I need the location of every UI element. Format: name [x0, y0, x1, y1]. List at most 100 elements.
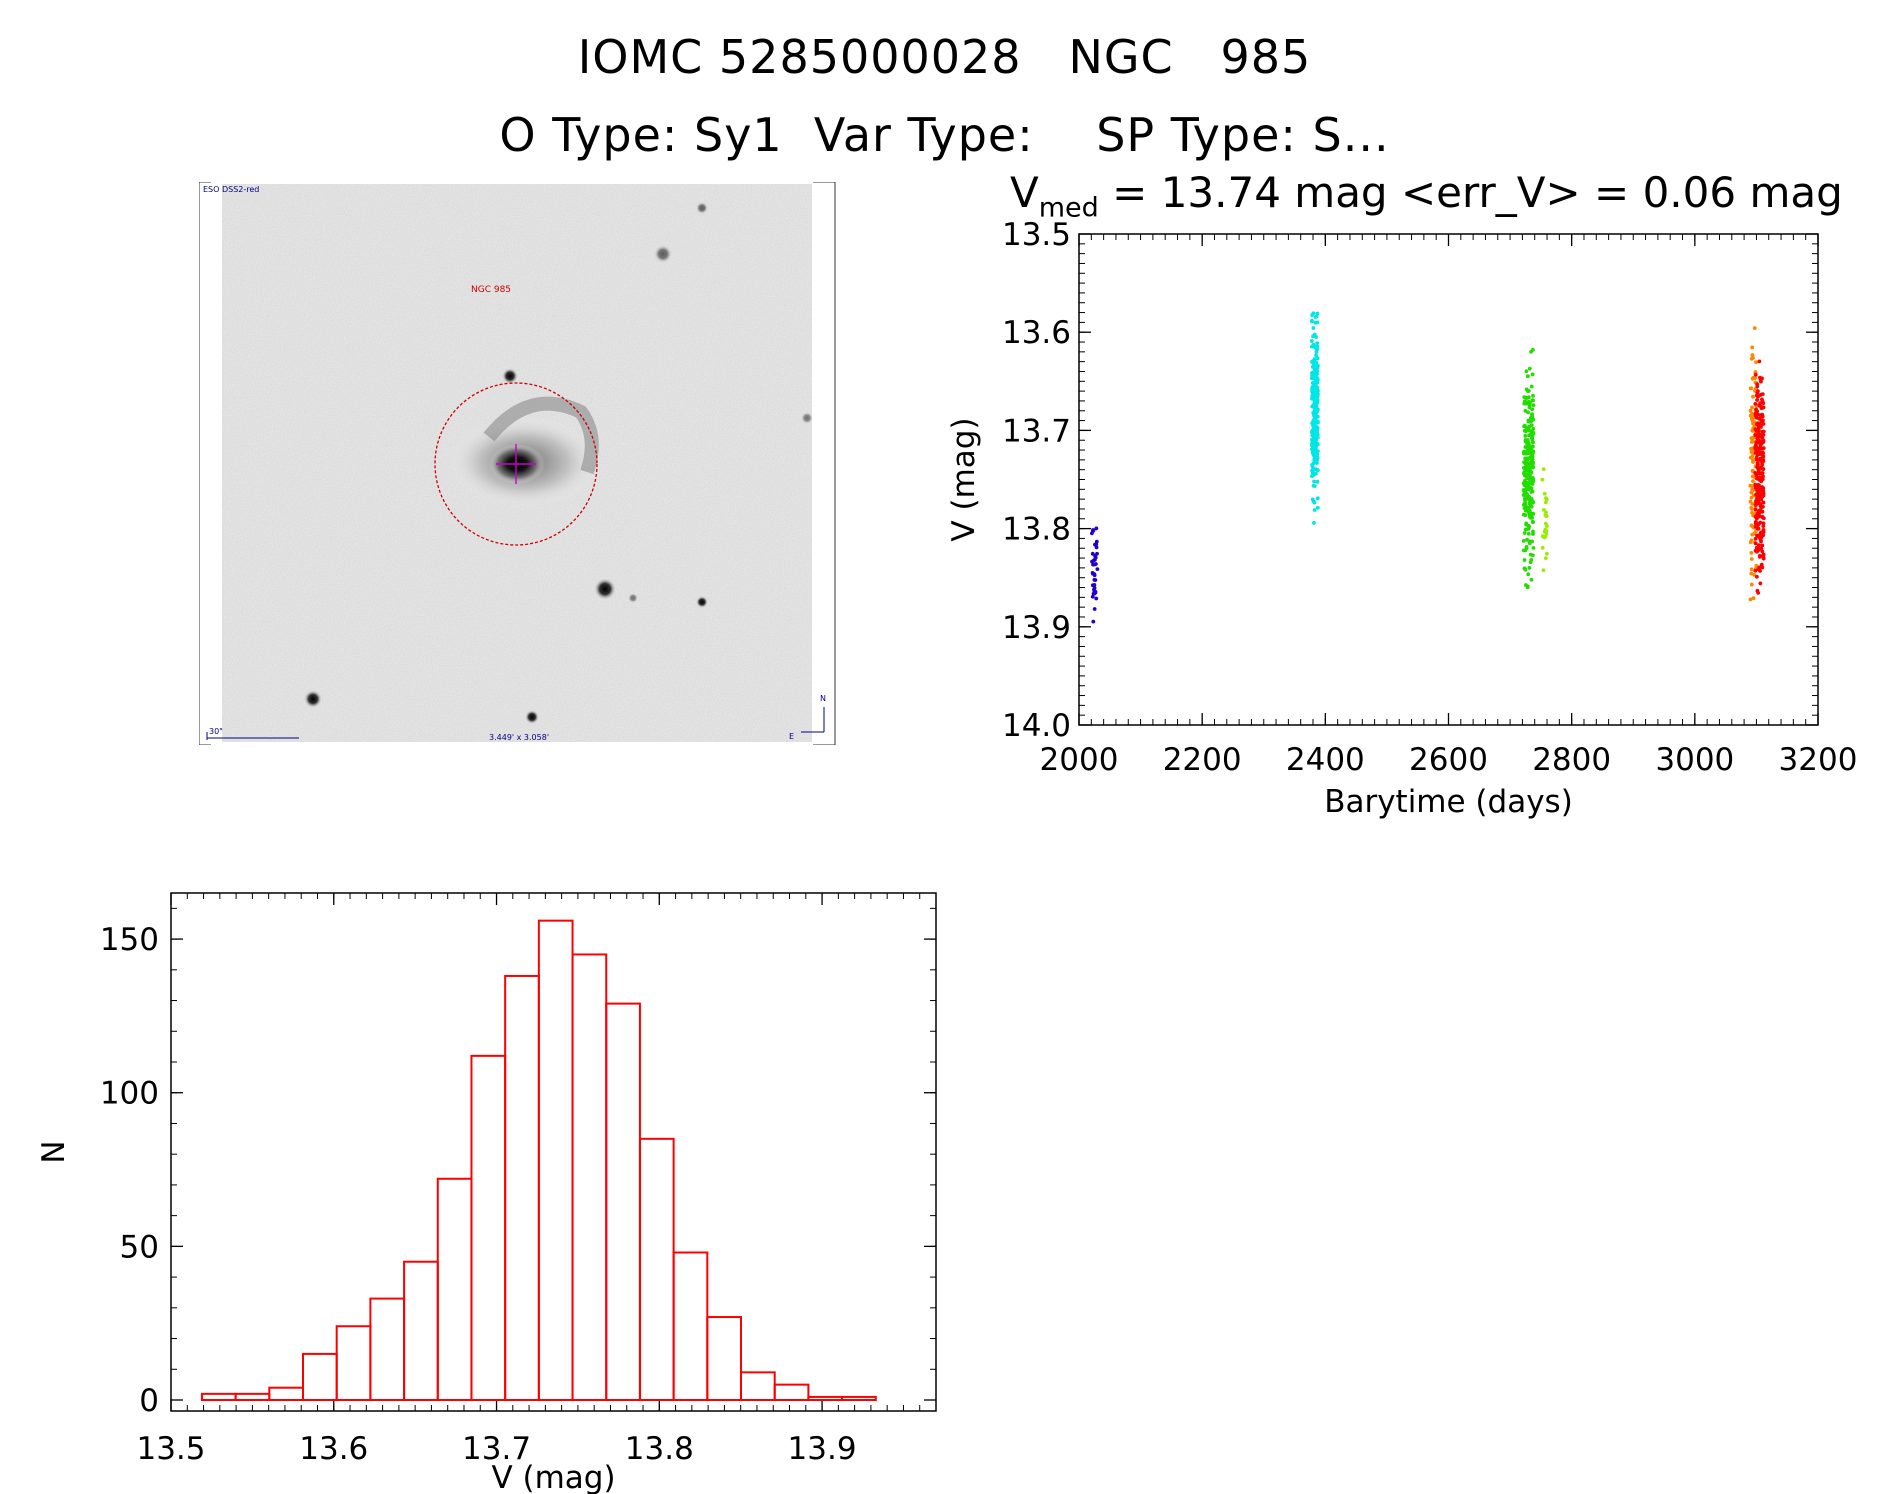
x-tick-label: 3200 — [1779, 742, 1858, 778]
data-point — [1311, 386, 1315, 390]
data-point — [1531, 449, 1536, 454]
data-point — [1544, 532, 1549, 536]
data-point — [1757, 483, 1761, 488]
histogram-bar — [470, 1054, 507, 1401]
data-point — [1761, 528, 1766, 532]
data-point — [1750, 353, 1755, 357]
data-point — [1095, 567, 1100, 572]
x-tick-label: 2600 — [1409, 742, 1488, 778]
data-point — [1543, 556, 1548, 561]
data-point — [1760, 477, 1765, 482]
data-point — [1755, 465, 1760, 470]
data-point — [1524, 369, 1529, 374]
data-point — [1521, 493, 1526, 497]
data-point — [1525, 481, 1529, 485]
data-point — [1091, 619, 1096, 624]
data-point — [1526, 389, 1530, 394]
data-point — [1761, 524, 1766, 529]
data-point — [1523, 445, 1528, 449]
data-point — [1522, 471, 1527, 476]
data-point — [1750, 468, 1755, 473]
data-point — [1531, 520, 1535, 525]
data-point — [1312, 484, 1317, 489]
data-point — [1531, 460, 1535, 465]
data-point — [1540, 477, 1545, 482]
histogram-bar — [672, 1251, 709, 1401]
data-point — [1754, 574, 1759, 579]
data-point — [1312, 449, 1317, 454]
data-point — [1531, 511, 1536, 516]
data-point — [1314, 388, 1318, 392]
data-point — [1749, 495, 1754, 500]
data-point — [1754, 360, 1758, 365]
data-point — [1530, 407, 1535, 412]
data-point — [1761, 500, 1766, 505]
data-point — [1751, 458, 1755, 462]
data-point — [1315, 505, 1320, 510]
data-point — [1311, 499, 1316, 504]
x-tick-label: 13.7 — [462, 1431, 531, 1467]
data-point — [1749, 582, 1754, 587]
data-point — [1526, 418, 1531, 423]
data-point — [1531, 440, 1535, 445]
y-tick-label: 13.8 — [1002, 512, 1071, 548]
data-point — [1312, 445, 1317, 450]
data-point — [1760, 412, 1765, 417]
data-point — [1526, 572, 1531, 577]
data-point — [1754, 415, 1759, 420]
data-point — [1758, 581, 1763, 586]
data-point — [1525, 585, 1530, 590]
data-point — [1523, 408, 1528, 413]
x-tick-label: 2200 — [1163, 742, 1242, 778]
survey-label: ESO DSS2-red — [203, 185, 259, 194]
aperture-circle — [434, 382, 598, 546]
data-point — [1312, 376, 1317, 381]
data-point — [1756, 526, 1761, 531]
data-point — [1748, 408, 1753, 413]
compass-icon — [801, 707, 825, 733]
data-point — [1541, 568, 1546, 573]
data-point — [1541, 467, 1546, 472]
east-label: E — [789, 732, 794, 741]
data-point — [1315, 364, 1319, 369]
data-point — [1094, 526, 1099, 531]
data-point — [1315, 414, 1320, 419]
data-point — [1544, 497, 1549, 502]
y-axis-label: N — [36, 1140, 72, 1163]
data-point — [1314, 379, 1319, 384]
data-point — [1754, 455, 1759, 460]
y-tick-label: 50 — [120, 1229, 159, 1265]
data-point — [1757, 432, 1762, 437]
data-point — [1756, 427, 1761, 432]
data-point — [1754, 409, 1759, 414]
data-point — [1542, 491, 1547, 496]
y-axis-label: V (mag) — [946, 417, 982, 541]
histogram-bar — [571, 953, 608, 1401]
data-point — [1761, 454, 1766, 459]
data-point — [1095, 551, 1099, 556]
data-point — [1756, 389, 1760, 394]
data-point — [1525, 465, 1530, 469]
data-point — [1314, 424, 1319, 429]
data-point — [1522, 451, 1527, 456]
data-point — [1530, 372, 1535, 377]
data-point — [1758, 520, 1763, 525]
data-point — [1760, 447, 1765, 451]
data-point — [1526, 441, 1531, 445]
data-point — [1529, 384, 1534, 389]
data-point — [1315, 392, 1320, 397]
data-point — [1526, 468, 1530, 472]
data-point — [1526, 524, 1531, 529]
data-point — [1524, 527, 1529, 532]
data-point — [1314, 461, 1319, 465]
data-point — [1312, 409, 1317, 413]
data-point — [1544, 528, 1548, 533]
sky-thumbnail: ESO DSS2-red NGC 985 30" 3.449' x 3.058'… — [198, 181, 836, 746]
data-point — [1312, 521, 1316, 525]
data-point — [1749, 386, 1754, 391]
data-point — [1310, 372, 1315, 377]
data-point — [1760, 397, 1764, 402]
data-point — [1531, 545, 1536, 550]
